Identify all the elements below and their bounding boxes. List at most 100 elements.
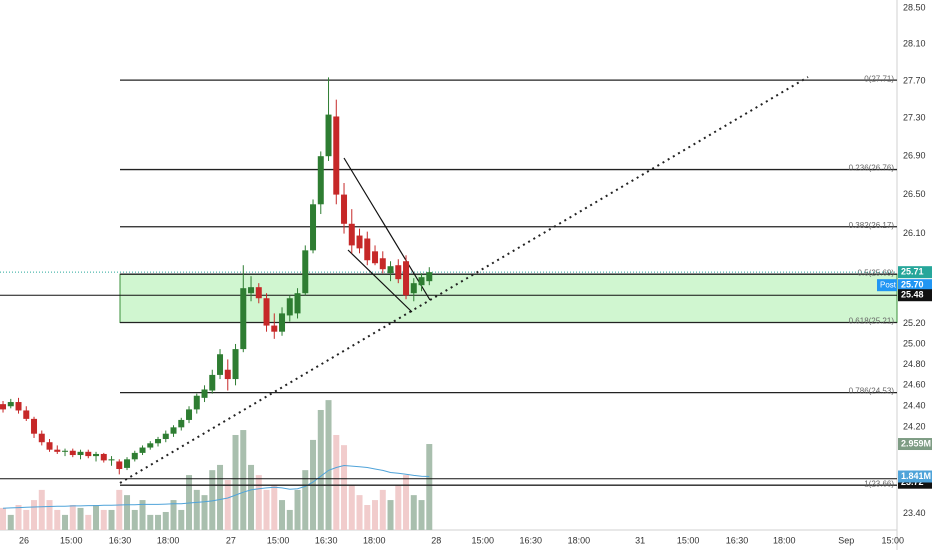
volume-bar bbox=[263, 489, 270, 530]
volume-bar bbox=[147, 514, 154, 530]
price-badge-label: 2.959M bbox=[901, 438, 931, 448]
candle-body bbox=[403, 261, 410, 296]
candle-body bbox=[46, 442, 53, 450]
volume-bar bbox=[209, 470, 216, 530]
x-tick-label: 18:00 bbox=[568, 535, 591, 545]
candle-body bbox=[54, 449, 61, 452]
volume-bar bbox=[372, 500, 379, 530]
candle-body bbox=[131, 452, 138, 460]
x-tick-label: 15:00 bbox=[267, 535, 290, 545]
volume-bar bbox=[23, 509, 30, 530]
fib-label: 0.786(24.53) bbox=[849, 387, 895, 396]
wedge-line bbox=[347, 249, 413, 313]
y-tick-label: 23.40 bbox=[903, 508, 926, 518]
x-tick-label: 15:00 bbox=[677, 535, 700, 545]
candle-body bbox=[77, 451, 84, 456]
volume-bar bbox=[271, 484, 278, 530]
y-tick-label: 27.70 bbox=[903, 75, 926, 85]
x-tick-label: 18:00 bbox=[363, 535, 386, 545]
candle-body bbox=[69, 450, 76, 456]
y-tick-label: 27.30 bbox=[903, 113, 926, 123]
volume-bar bbox=[155, 514, 162, 530]
candle-body bbox=[379, 258, 386, 270]
candle-body bbox=[325, 114, 332, 157]
price-badge bbox=[898, 289, 932, 302]
price-badge bbox=[898, 438, 932, 451]
y-tick-label: 28.50 bbox=[903, 2, 926, 12]
volume-bar bbox=[395, 484, 402, 530]
volume-bar bbox=[341, 445, 348, 530]
y-tick-label: 28.10 bbox=[903, 39, 926, 49]
candle-body bbox=[271, 325, 278, 332]
candle-body bbox=[155, 439, 162, 444]
volume-bar bbox=[403, 475, 410, 530]
post-tag-label: Post bbox=[880, 280, 897, 289]
volume-bar bbox=[15, 505, 22, 530]
y-tick-label: 26.90 bbox=[903, 151, 926, 161]
candle-body bbox=[201, 389, 208, 398]
volume-bar bbox=[0, 507, 7, 530]
candle-body bbox=[372, 251, 379, 264]
fib-label: 1(23.66) bbox=[864, 479, 894, 488]
y-tick-label: 25.00 bbox=[903, 338, 926, 348]
volume-bar bbox=[333, 434, 340, 530]
candle-body bbox=[23, 410, 30, 419]
candle-body bbox=[15, 402, 22, 411]
price-badge bbox=[898, 279, 932, 292]
volume-bar bbox=[31, 500, 38, 530]
x-tick-label: 15:00 bbox=[471, 535, 494, 545]
volume-bar bbox=[100, 509, 107, 530]
y-tick-label: 24.20 bbox=[903, 422, 926, 432]
candle-body bbox=[232, 349, 239, 380]
volume-bar bbox=[286, 509, 293, 530]
fib-label: 0.236(26.76) bbox=[849, 164, 895, 173]
volume-bar bbox=[426, 444, 433, 530]
volume-bar bbox=[348, 484, 355, 530]
volume-bar bbox=[7, 514, 14, 530]
candle-body bbox=[0, 404, 7, 410]
volume-bar bbox=[387, 500, 394, 530]
candle-body bbox=[100, 453, 107, 461]
candle-body bbox=[426, 272, 433, 282]
candle-body bbox=[193, 395, 200, 410]
fib-label: 0.5(25.69) bbox=[858, 268, 895, 277]
candle-body bbox=[147, 443, 154, 448]
y-tick-label: 24.80 bbox=[903, 359, 926, 369]
volume-bar bbox=[232, 434, 239, 530]
x-tick-label: 26 bbox=[19, 535, 29, 545]
candle-body bbox=[395, 265, 402, 280]
volume-bar bbox=[325, 400, 332, 530]
price-badge-label: 25.71 bbox=[901, 267, 924, 277]
x-tick-label: 16:30 bbox=[315, 535, 338, 545]
candle-body bbox=[7, 402, 14, 407]
volume-bar bbox=[139, 500, 146, 530]
volume-bar bbox=[356, 495, 363, 530]
volume-bar bbox=[77, 507, 84, 530]
volume-bar bbox=[93, 505, 100, 530]
x-tick-label: 16:30 bbox=[520, 535, 543, 545]
volume-bar bbox=[294, 489, 301, 530]
candle-body bbox=[387, 266, 394, 274]
candle-body bbox=[139, 447, 146, 453]
candle-body bbox=[263, 298, 270, 326]
candle-body bbox=[62, 450, 69, 452]
x-tick-label: Sep bbox=[838, 535, 854, 545]
candle-body bbox=[162, 433, 169, 440]
candle-body bbox=[85, 451, 92, 457]
candle-body bbox=[170, 427, 177, 434]
candle-body bbox=[364, 238, 371, 261]
candle-body bbox=[178, 419, 185, 428]
fib-zone bbox=[119, 273, 898, 324]
candle-body bbox=[279, 313, 286, 332]
volume-bar bbox=[170, 500, 177, 530]
price-badge-label: 25.48 bbox=[901, 290, 924, 300]
candle-body bbox=[38, 433, 45, 443]
x-tick-label: 18:00 bbox=[773, 535, 796, 545]
candle-body bbox=[348, 223, 355, 246]
candle-body bbox=[418, 277, 425, 286]
candle-body bbox=[108, 459, 115, 461]
volume-bar bbox=[162, 511, 169, 530]
fib-label: 0.382(26.17) bbox=[849, 221, 895, 230]
trend-line bbox=[119, 76, 809, 484]
candle-body bbox=[186, 409, 193, 420]
